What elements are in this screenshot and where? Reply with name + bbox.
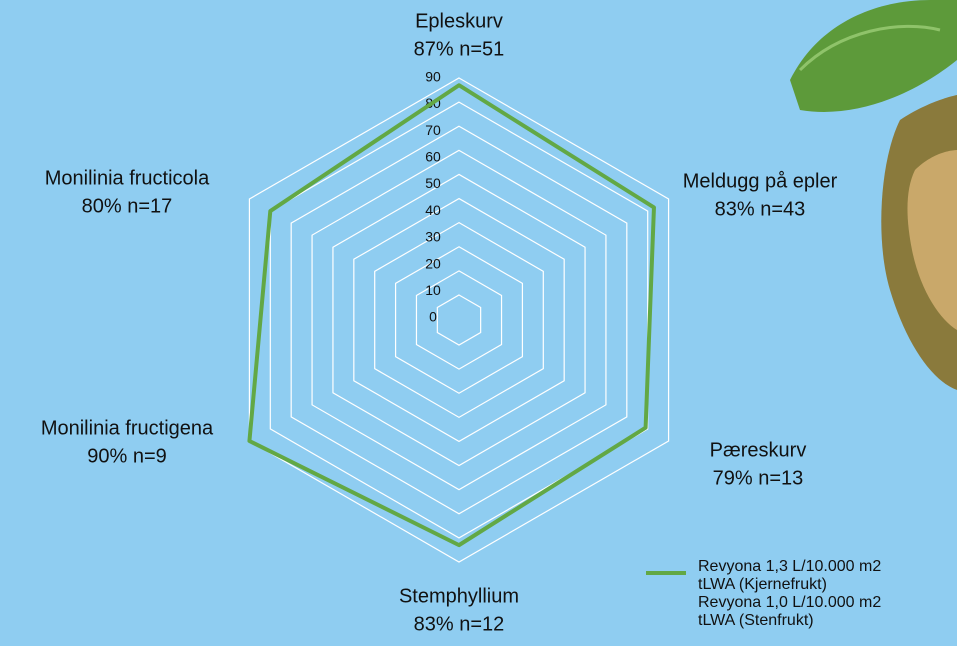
value-label: 83% n=12	[414, 613, 505, 635]
value-label: 83% n=43	[715, 198, 806, 220]
r-tick-label: 70	[425, 122, 441, 138]
value-label: 87% n=51	[414, 38, 505, 60]
grid-ring	[396, 247, 523, 393]
grid-ring	[354, 199, 564, 442]
chart: 0102030405060708090Epleskurv87% n=51Meld…	[0, 0, 957, 646]
grid-ring	[437, 295, 480, 345]
value-label: 90% n=9	[87, 445, 167, 467]
category-label: Meldugg på epler	[683, 170, 838, 192]
legend-swatch	[646, 571, 686, 575]
grid-ring	[375, 223, 544, 418]
legend: Revyona 1,3 L/10.000 m2 tLWA (Kjernefruk…	[642, 558, 957, 646]
page: 0102030405060708090Epleskurv87% n=51Meld…	[0, 0, 957, 646]
r-tick-label: 10	[425, 282, 441, 298]
r-tick-label: 40	[425, 202, 441, 218]
category-label: Monilinia fructigena	[41, 417, 214, 439]
r-tick-label: 30	[425, 229, 441, 245]
r-tick-label: 20	[425, 255, 441, 271]
grid-ring	[333, 174, 585, 465]
r-tick-label: 50	[425, 175, 441, 191]
category-label: Monilinia fructicola	[45, 167, 210, 189]
value-label: 80% n=17	[82, 195, 173, 217]
r-tick-label: 90	[425, 68, 441, 84]
category-label: Pæreskurv	[710, 439, 807, 461]
legend-label: Revyona 1,3 L/10.000 m2 tLWA (Kjernefruk…	[698, 558, 881, 630]
r-tick-label: 0	[429, 309, 437, 325]
category-label: Stemphyllium	[399, 585, 519, 607]
grid-ring	[312, 150, 606, 489]
value-label: 79% n=13	[713, 467, 804, 489]
decoration	[790, 0, 957, 390]
category-label: Epleskurv	[415, 10, 503, 32]
r-tick-label: 60	[425, 149, 441, 165]
grid-ring	[291, 126, 627, 514]
